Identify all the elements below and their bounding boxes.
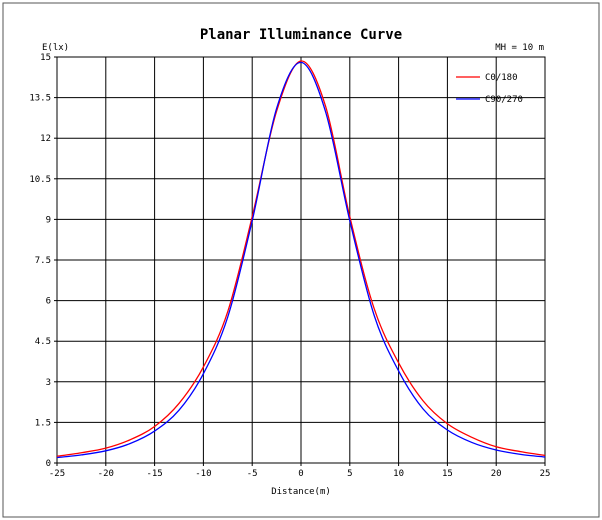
- y-tick-label: 13.5: [29, 94, 51, 104]
- x-axis-label: Distance(m): [271, 487, 331, 497]
- x-tick-label: 0: [298, 469, 303, 479]
- series-line-c90-270: [56, 61, 546, 459]
- legend-label: C90/270: [485, 95, 523, 105]
- x-tick-label: -20: [98, 469, 114, 479]
- x-tick-label: 5: [347, 469, 352, 479]
- plot-border: [56, 56, 546, 464]
- y-tick-label: 15: [40, 53, 51, 63]
- y-tick-label: 12: [40, 134, 51, 144]
- y-tick-label: 6: [46, 297, 51, 307]
- y-tick-label: 7.5: [35, 256, 51, 266]
- legend: C0/180 C90/270: [456, 73, 523, 105]
- x-tick-label: 25: [540, 469, 551, 479]
- y-tick-label: 10.5: [29, 175, 51, 185]
- series-line-c0-180: [56, 60, 546, 457]
- series-lines: [56, 60, 546, 459]
- y-tick-label: 3: [46, 378, 51, 388]
- x-tick-label: 10: [393, 469, 404, 479]
- grid: [54, 56, 546, 466]
- chart-title: Planar Illuminance Curve: [200, 27, 402, 43]
- tick-labels: -25 -20 -15 -10 -5 0 5 10 15 20 25 0 1.5 3 4.5 6 7.5 9 10.…: [29, 53, 550, 479]
- x-tick-label: 15: [442, 469, 453, 479]
- x-tick-label: -5: [247, 469, 258, 479]
- legend-label: C0/180: [485, 73, 518, 83]
- x-tick-label: -15: [146, 469, 162, 479]
- y-tick-label: 1.5: [35, 418, 51, 428]
- y-tick-label: 0: [46, 459, 51, 469]
- x-tick-label: -10: [195, 469, 211, 479]
- mounting-height-annotation: MH = 10 m: [495, 43, 544, 53]
- x-tick-label: -25: [49, 469, 65, 479]
- y-tick-label: 9: [46, 215, 51, 225]
- y-tick-label: 4.5: [35, 337, 51, 347]
- x-tick-label: 20: [491, 469, 502, 479]
- y-axis-label: E(lx): [42, 43, 69, 53]
